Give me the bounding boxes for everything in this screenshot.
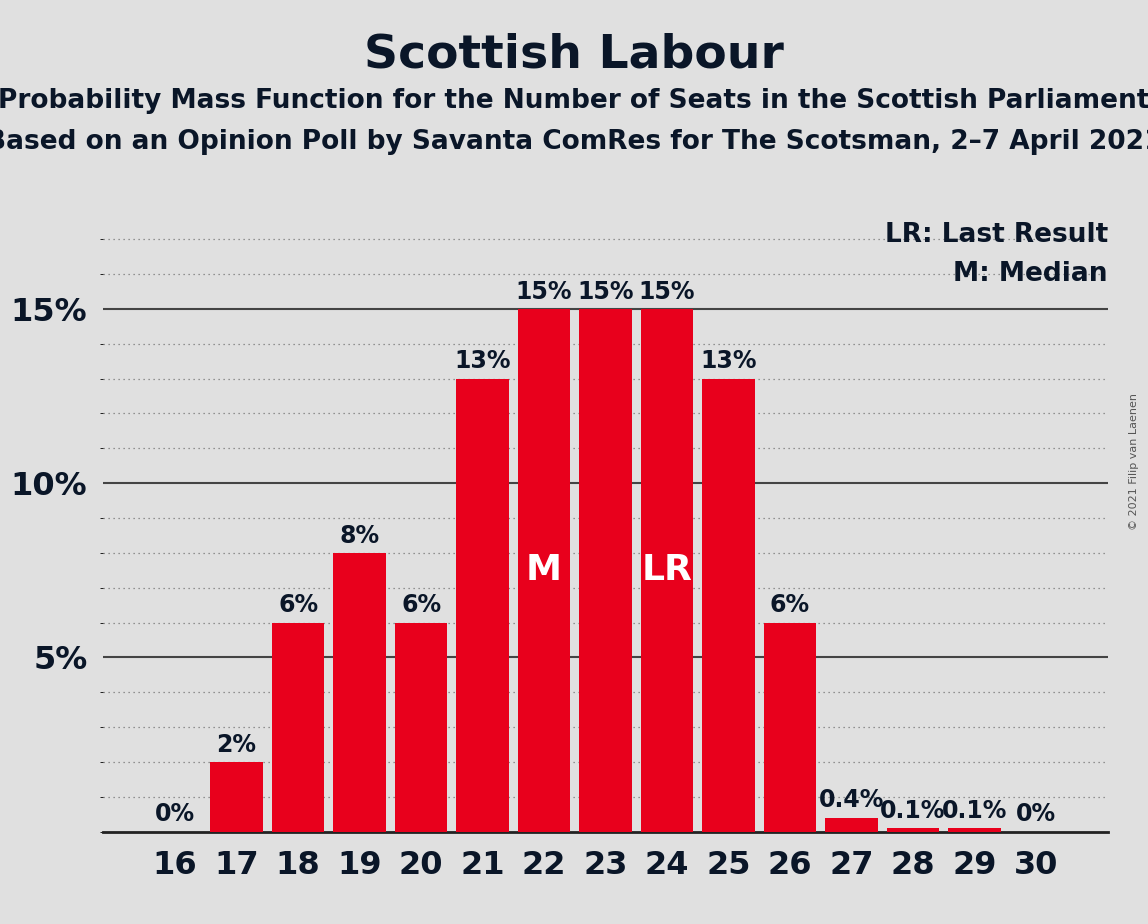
Text: LR: Last Result: LR: Last Result [885, 222, 1108, 248]
Bar [518, 309, 571, 832]
Text: Probability Mass Function for the Number of Seats in the Scottish Parliament: Probability Mass Function for the Number… [0, 88, 1148, 114]
Text: LR: LR [642, 553, 692, 588]
Text: 0%: 0% [155, 802, 195, 826]
Bar [395, 623, 448, 832]
Text: 15%: 15% [638, 280, 696, 304]
Bar [825, 818, 878, 832]
Bar [333, 553, 386, 832]
Text: 13%: 13% [455, 349, 511, 373]
Text: 0.1%: 0.1% [881, 799, 946, 823]
Text: 15%: 15% [515, 280, 573, 304]
Text: 8%: 8% [340, 524, 380, 548]
Text: 13%: 13% [700, 349, 757, 373]
Text: 0.4%: 0.4% [819, 788, 884, 812]
Bar [703, 379, 754, 832]
Text: M: Median: M: Median [953, 261, 1108, 287]
Text: Scottish Labour: Scottish Labour [364, 32, 784, 78]
Text: 15%: 15% [577, 280, 634, 304]
Text: 0%: 0% [1016, 802, 1056, 826]
Bar [948, 828, 1001, 832]
Text: 6%: 6% [401, 593, 441, 617]
Text: 6%: 6% [278, 593, 318, 617]
Text: 2%: 2% [217, 733, 257, 757]
Text: M: M [526, 553, 563, 588]
Bar [763, 623, 816, 832]
Bar [272, 623, 324, 832]
Text: 0.1%: 0.1% [941, 799, 1007, 823]
Bar [580, 309, 631, 832]
Bar [210, 762, 263, 832]
Text: © 2021 Filip van Laenen: © 2021 Filip van Laenen [1128, 394, 1139, 530]
Bar [641, 309, 693, 832]
Text: 6%: 6% [770, 593, 810, 617]
Bar [887, 828, 939, 832]
Bar [457, 379, 509, 832]
Text: Based on an Opinion Poll by Savanta ComRes for The Scotsman, 2–7 April 2021: Based on an Opinion Poll by Savanta ComR… [0, 129, 1148, 155]
